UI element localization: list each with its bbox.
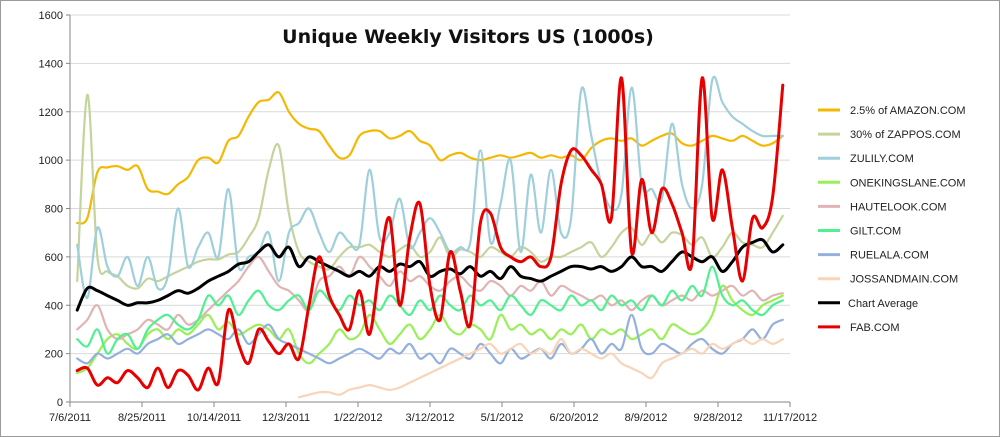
y-tick-label: 200 (45, 349, 63, 361)
legend-label: HAUTELOOK.COM (850, 201, 947, 213)
y-tick-label: 1400 (39, 58, 63, 70)
x-tick-label: 9/28/2012 (694, 412, 743, 424)
legend-entry-30-of-zappos-com: 30% of ZAPPOS.COM (818, 129, 961, 141)
series-line-30-of-zappos-com (76, 93, 784, 290)
series-line-gilt-com (76, 265, 784, 355)
x-tick-label: 5/1/2012 (481, 412, 524, 424)
y-tick-label: 1200 (39, 107, 63, 119)
legend-entry-zulily-com: ZULILY.COM (818, 153, 914, 165)
series-line-ruelala-com (76, 313, 784, 365)
legend-label: ZULILY.COM (850, 153, 914, 165)
series-line-2-5-of-amazon-com (76, 91, 784, 225)
y-tick-label: 400 (45, 300, 63, 312)
x-tick-label: 11/17/2012 (763, 412, 817, 424)
series-line-jossandmain-com (297, 338, 784, 399)
legend-label: ONEKINGSLANE.COM (850, 177, 966, 189)
y-tick-label: 600 (45, 252, 63, 264)
x-tick-label: 1/22/2012 (334, 412, 383, 424)
legend-entry-gilt-com: GILT.COM (818, 226, 901, 238)
series-line-onekingslane-com (76, 284, 784, 375)
series-lines (75, 75, 785, 399)
legend-entry-chart-average: Chart Average (818, 298, 918, 310)
y-tick-label: 0 (57, 397, 63, 409)
x-tick-label: 8/25/2011 (118, 412, 166, 424)
x-tick-label: 7/6/2011 (49, 412, 91, 424)
legend: 2.5% of AMAZON.COM 30% of ZAPPOS.COM ZULIL… (818, 105, 966, 334)
legend-label: RUELALA.COM (850, 250, 929, 262)
y-tick-label: 800 (45, 204, 63, 216)
legend-entry-hautelook-com: HAUTELOOK.COM (818, 201, 947, 213)
y-tick-label: 1600 (39, 10, 63, 22)
legend-entry-onekingslane-com: ONEKINGSLANE.COM (818, 177, 966, 189)
x-tick-label: 8/9/2012 (625, 412, 668, 424)
legend-label: 2.5% of AMAZON.COM (850, 105, 966, 117)
x-tick-label: 12/3/2011 (262, 412, 310, 424)
x-tick-label: 10/14/2011 (187, 412, 241, 424)
chart-title: Unique Weekly Visitors US (1000s) (282, 26, 654, 48)
series-line-fab-com (75, 76, 785, 392)
legend-entry-ruelala-com: RUELALA.COM (818, 250, 929, 262)
gridlines (70, 14, 790, 355)
legend-label: 30% of ZAPPOS.COM (850, 129, 961, 141)
y-tick-label: 1000 (39, 155, 63, 167)
legend-label: FAB.COM (850, 322, 900, 334)
legend-entry-fab-com: FAB.COM (818, 322, 900, 334)
legend-label: GILT.COM (850, 226, 901, 238)
legend-entry-jossandmain-com: JOSSANDMAIN.COM (818, 274, 958, 286)
legend-entry-2-5-of-amazon-com: 2.5% of AMAZON.COM (818, 105, 966, 117)
axes: 0 200 400 600 800 1000 1200 1400 1600 7/6/2011 8/2… (39, 10, 818, 424)
x-tick-label: 6/20/2012 (550, 412, 599, 424)
legend-label: Chart Average (848, 298, 918, 310)
x-tick-label: 3/12/2012 (406, 412, 455, 424)
legend-label: JOSSANDMAIN.COM (850, 274, 958, 286)
